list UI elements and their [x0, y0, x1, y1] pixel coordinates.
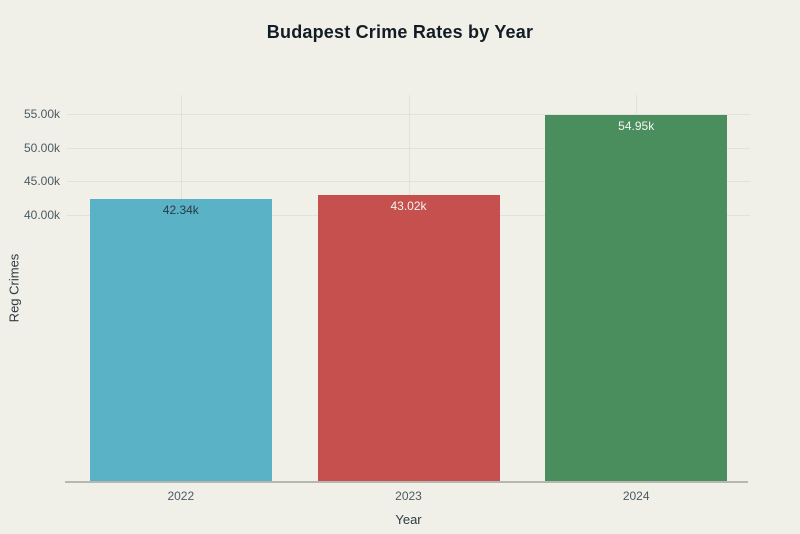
y-axis-title-text: Reg Crimes [6, 253, 22, 323]
x-tick-label-2022: 2022 [167, 489, 195, 503]
gridline-horizontal [67, 181, 750, 183]
chart-title: Budapest Crime Rates by Year [266, 22, 534, 42]
y-tick-label: 45.00k [23, 174, 60, 189]
x-axis-title: Year [395, 512, 422, 527]
bar-value-label: 42.34k [162, 203, 199, 217]
gridline-horizontal [67, 147, 750, 149]
bar-value-label: 54.95k [618, 118, 655, 133]
bar-2024[interactable]: 54.95k [545, 114, 728, 481]
bar-value-label: 43.02k [390, 198, 427, 213]
x-axis-line [65, 481, 748, 483]
gridline-horizontal [67, 114, 750, 116]
y-tick-label: 50.00k [23, 140, 60, 155]
bar-2023[interactable]: 43.02k [317, 194, 500, 481]
bar-2022[interactable]: 42.34k [89, 199, 272, 481]
x-tick-label-2023: 2023 [395, 489, 422, 503]
y-tick-label: 40.00k [23, 207, 60, 222]
x-tick-label-2024: 2024 [622, 489, 650, 503]
y-tick-label: 55.00k [23, 107, 60, 122]
